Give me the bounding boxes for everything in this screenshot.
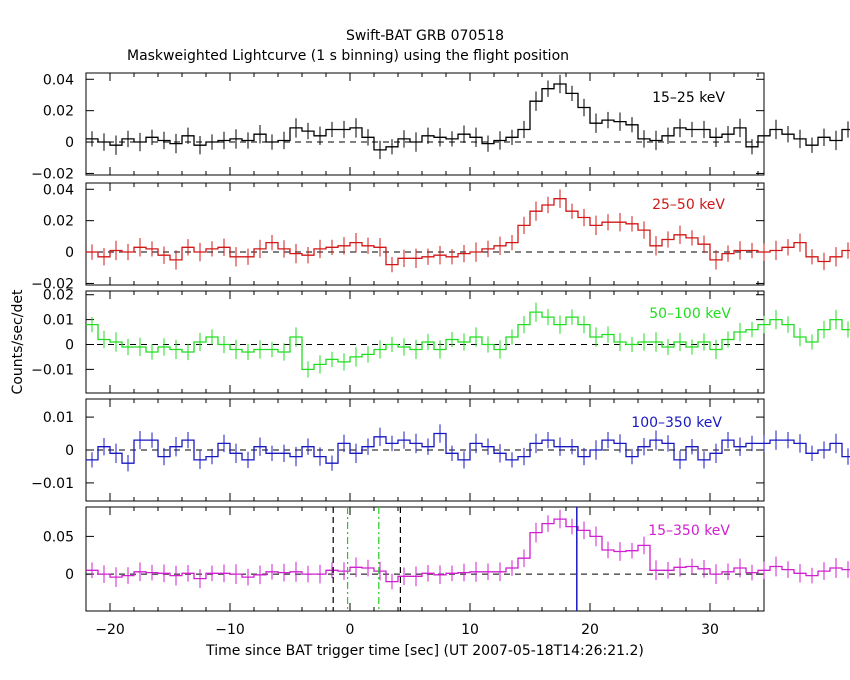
y-tick-label: 0.01 <box>43 313 74 329</box>
band-label: 50–100 keV <box>649 306 731 322</box>
x-tick-label: 0 <box>346 622 355 638</box>
y-tick-label: 0 <box>65 567 74 583</box>
x-tick-label: 20 <box>581 622 599 638</box>
panel-5: 0 0.05 15–350 keV −20 −10 0 10 20 30 <box>43 506 850 638</box>
y-tick-label: 0 <box>65 443 74 459</box>
y-tick-label: 0.02 <box>43 288 74 304</box>
panel-frame <box>85 182 765 286</box>
y-tick-label: −0.01 <box>31 362 74 378</box>
series-line <box>86 432 850 464</box>
y-tick-label: 0 <box>65 337 74 353</box>
panel-1: −0.02 0 0.02 0.04 15–25 keV <box>31 72 850 182</box>
series-line <box>86 311 850 371</box>
panel-3: −0.01 0 0.01 0.02 50–100 keV <box>31 288 850 394</box>
series-line <box>86 518 850 583</box>
panel-frame <box>85 506 765 612</box>
y-tick-label: 0.01 <box>43 410 74 426</box>
y-tick-label: −0.02 <box>31 166 74 182</box>
x-tick-label: 30 <box>701 622 719 638</box>
y-axis-label: Counts/sec/det <box>10 289 26 394</box>
panel-4: −0.01 0 0.01 100–350 keV <box>31 398 850 502</box>
y-tick-label: 0.02 <box>43 214 74 230</box>
x-axis-label: Time since BAT trigger time [sec] (UT 20… <box>205 643 644 659</box>
y-tick-label: 0 <box>65 135 74 151</box>
chart-title: Swift-BAT GRB 070518 <box>346 28 504 44</box>
panel-2: −0.02 0 0.02 0.04 25–50 keV <box>31 182 850 292</box>
panel-frame <box>85 72 765 176</box>
panels-group: −0.02 0 0.02 0.04 15–25 keV −0.02 0 0.02 0.04 25–… <box>31 72 850 638</box>
x-tick-label: −20 <box>95 622 125 638</box>
x-tick-label: 10 <box>461 622 479 638</box>
chart-subtitle: Maskweighted Lightcurve (1 s binning) us… <box>127 48 569 64</box>
band-label: 25–50 keV <box>652 197 725 213</box>
y-tick-label: −0.02 <box>31 276 74 292</box>
band-label: 15–350 keV <box>648 523 730 539</box>
y-tick-label: 0 <box>65 245 74 261</box>
y-tick-label: 0.05 <box>43 529 74 545</box>
y-tick-label: −0.01 <box>31 476 74 492</box>
series-line <box>86 83 850 151</box>
series-line <box>86 198 850 266</box>
y-tick-label: 0.02 <box>43 104 74 120</box>
band-label: 100–350 keV <box>631 415 722 431</box>
y-tick-label: 0.04 <box>43 72 74 88</box>
panel-frame <box>85 290 765 394</box>
x-tick-label: −10 <box>215 622 245 638</box>
y-tick-label: 0.04 <box>43 182 74 198</box>
band-label: 15–25 keV <box>652 90 725 106</box>
